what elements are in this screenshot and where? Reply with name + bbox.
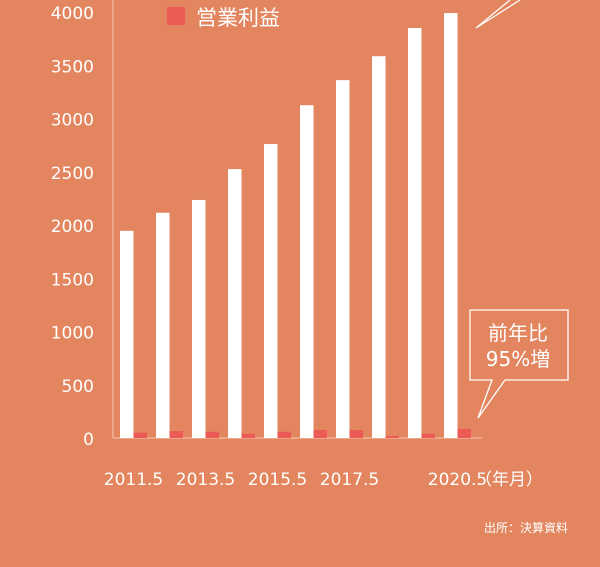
x-unit-label: （年月）	[475, 470, 543, 490]
bar-sales-2013.5	[192, 199, 206, 438]
y-tick-label: 3500	[51, 57, 94, 77]
annotation-line2: 95%増	[486, 347, 550, 371]
bar-operating-profit-2018.5	[385, 436, 399, 438]
bar-sales-2012.5	[156, 212, 170, 438]
source-note: 出所：決算資料	[484, 520, 568, 535]
legend: 営業利益	[167, 6, 280, 30]
x-tick-label: 2013.5	[176, 470, 235, 490]
x-tick-label: 2011.5	[104, 470, 163, 490]
bar-sales-2019.5	[408, 27, 422, 438]
legend-label: 営業利益	[196, 6, 280, 30]
legend-swatch-operating-profit	[167, 7, 185, 25]
bar-operating-profit-2011.5	[133, 432, 147, 438]
x-tick-label: 2015.5	[248, 470, 307, 490]
annotation-callout: 前年比 95%増	[469, 309, 569, 419]
bar-sales-2011.5	[120, 230, 134, 438]
y-tick-label: 500	[62, 377, 94, 397]
y-tick-label: 1500	[51, 270, 94, 290]
y-tick-label: 0	[83, 430, 94, 450]
y-tick-label: 4000	[51, 4, 94, 24]
y-tick-label: 2500	[51, 164, 94, 184]
y-tick-label: 2000	[51, 217, 94, 237]
bar-sales-2017.5	[336, 80, 350, 438]
annotation-line1: 前年比	[488, 321, 548, 345]
y-tick-label: 1000	[51, 324, 94, 344]
bar-operating-profit-2016.5	[313, 430, 327, 438]
x-tick-label: 2017.5	[320, 470, 379, 490]
bar-sales-2018.5	[372, 56, 386, 438]
bar-sales-2014.5	[228, 169, 242, 438]
bar-operating-profit-2017.5	[349, 430, 363, 438]
bar-operating-profit-2020.5	[457, 428, 471, 438]
bar-sales-2016.5	[300, 105, 314, 438]
bar-operating-profit-2013.5	[205, 431, 219, 438]
bar-operating-profit-2012.5	[169, 431, 183, 438]
bar-sales-2020.5	[444, 13, 458, 438]
top-callout-tail	[475, 0, 521, 29]
bar-operating-profit-2015.5	[277, 431, 291, 438]
bar-operating-profit-2014.5	[241, 433, 255, 438]
top-callout-tail-2	[475, 0, 511, 29]
x-tick-label: 2020.5	[428, 470, 487, 490]
bar-operating-profit-2019.5	[421, 433, 435, 438]
bar-sales-2015.5	[264, 144, 278, 438]
y-tick-label: 3000	[51, 111, 94, 131]
